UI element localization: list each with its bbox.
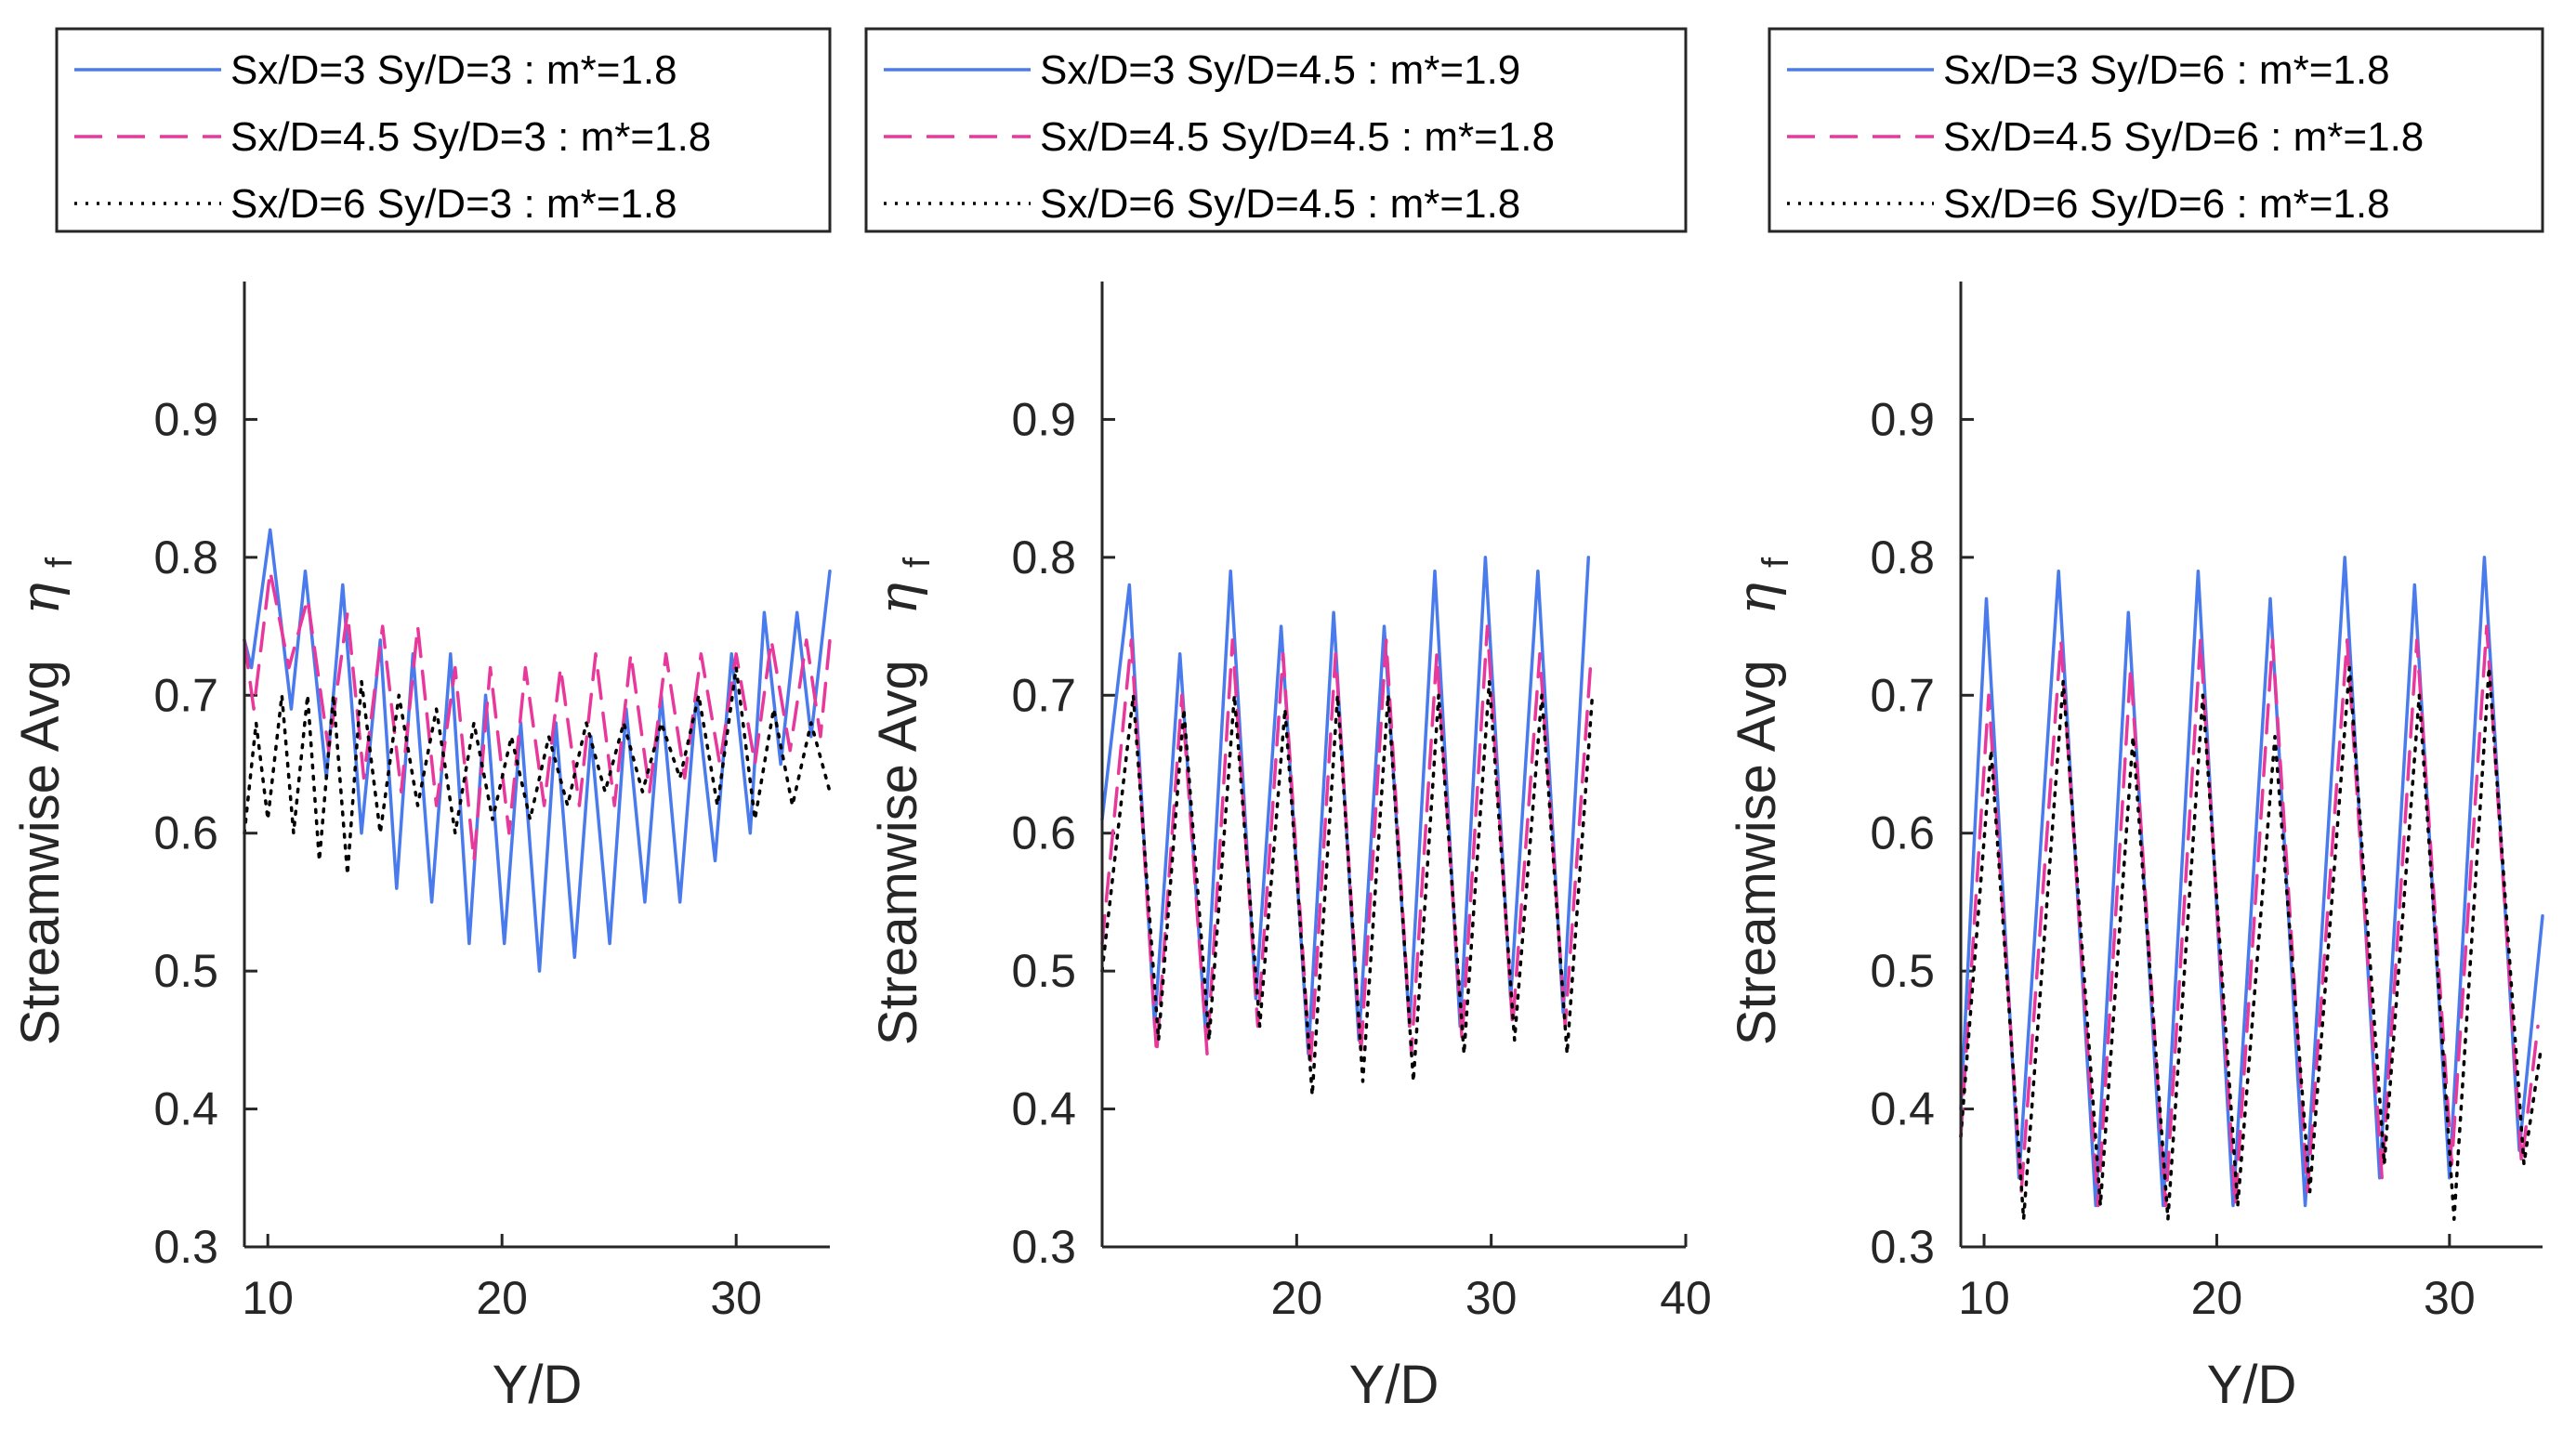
y-tick-label: 0.7 (153, 669, 218, 721)
y-tick-label: 0.5 (153, 945, 218, 997)
x-tick-label: 30 (1465, 1272, 1518, 1324)
x-tick-label: 30 (2424, 1272, 2476, 1324)
y-axis-label-text: Streamwise Avg (868, 660, 928, 1045)
y-axis-label-spacer (1727, 630, 1787, 645)
legend-label-2: Sx/D=4.5 Sy/D=3 : m*=1.8 (230, 114, 711, 160)
y-tick-label: 0.4 (1011, 1083, 1076, 1135)
y-tick-label: 0.6 (1011, 807, 1076, 859)
y-tick-label: 0.8 (1870, 531, 1935, 583)
y-tick-label: 0.6 (153, 807, 218, 859)
y-tick-label: 0.4 (1870, 1083, 1935, 1135)
y-axis-label-text: Streamwise Avg (10, 660, 71, 1045)
x-tick-label: 10 (1958, 1272, 2010, 1324)
x-axis-label: Y/D (1349, 1355, 1439, 1415)
x-tick-label: 40 (1660, 1272, 1712, 1324)
y-tick-label: 0.9 (1870, 393, 1935, 445)
x-tick-label: 10 (242, 1272, 294, 1324)
legend-label-1: Sx/D=3 Sy/D=6 : m*=1.8 (1943, 47, 2390, 93)
legend-label-2: Sx/D=4.5 Sy/D=4.5 : m*=1.8 (1040, 114, 1555, 160)
legend-1: Sx/D=3 Sy/D=3 : m*=1.8 Sx/D=4.5 Sy/D=3 :… (55, 27, 832, 233)
y-tick-label: 0.8 (153, 531, 218, 583)
panel-1: Sx/D=3 Sy/D=3 : m*=1.8 Sx/D=4.5 Sy/D=3 :… (8, 27, 832, 1415)
y-axis-label-spacer (868, 630, 928, 645)
legend-label-3: Sx/D=6 Sy/D=3 : m*=1.8 (230, 181, 677, 227)
legend-label-2: Sx/D=4.5 Sy/D=6 : m*=1.8 (1943, 114, 2424, 160)
series-line-3 (1959, 665, 2543, 1222)
series-line-1 (243, 528, 832, 973)
eta-symbol: η (8, 583, 72, 615)
legend-label-1: Sx/D=3 Sy/D=3 : m*=1.8 (230, 47, 677, 93)
y-tick-label: 0.9 (153, 393, 218, 445)
y-tick-label: 0.5 (1011, 945, 1076, 997)
y-tick-label: 0.3 (1870, 1221, 1935, 1273)
x-tick-label: 30 (710, 1272, 762, 1324)
x-axis-label: Y/D (2207, 1355, 2297, 1415)
y-tick-label: 0.7 (1011, 669, 1076, 721)
y-ticks: 0.3 0.4 0.5 0.6 0.7 0.8 0.9 (1870, 393, 1974, 1273)
y-axis-label: Streamwise Avg η f (8, 557, 80, 1045)
y-tick-label: 0.4 (153, 1083, 218, 1135)
series-lines (243, 528, 832, 973)
legend-box (1768, 27, 2544, 233)
panel-2: Sx/D=3 Sy/D=4.5 : m*=1.9 Sx/D=4.5 Sy/D=4… (864, 27, 1712, 1415)
y-axis-label: Streamwise Avg η f (866, 557, 938, 1045)
x-axis-label: Y/D (493, 1355, 583, 1415)
y-tick-label: 0.3 (153, 1221, 218, 1273)
legend-box (864, 27, 1688, 233)
series-line-1 (1959, 556, 2544, 1208)
y-axis-label-spacer (10, 630, 71, 645)
y-ticks: 0.3 0.4 0.5 0.6 0.7 0.8 0.9 (1011, 393, 1115, 1273)
y-axis-label: Streamwise Avg η f (1725, 557, 1796, 1045)
x-tick-label: 20 (1271, 1272, 1323, 1324)
y-tick-label: 0.7 (1870, 669, 1935, 721)
x-tick-label: 20 (2191, 1272, 2243, 1324)
y-tick-label: 0.5 (1870, 945, 1935, 997)
x-ticks: 20 30 40 (1271, 1234, 1712, 1324)
y-tick-label: 0.8 (1011, 531, 1076, 583)
series-lines (1100, 556, 1595, 1097)
legend-3: Sx/D=3 Sy/D=6 : m*=1.8 Sx/D=4.5 Sy/D=6 :… (1768, 27, 2544, 233)
x-ticks: 10 20 30 (1958, 1234, 2476, 1324)
legend-label-3: Sx/D=6 Sy/D=6 : m*=1.8 (1943, 181, 2390, 227)
y-tick-label: 0.9 (1011, 393, 1076, 445)
x-ticks: 10 20 30 (242, 1234, 762, 1324)
eta-subscript: f (897, 557, 938, 568)
series-line-2 (243, 569, 832, 863)
eta-subscript: f (1755, 557, 1796, 568)
panel-3: Sx/D=3 Sy/D=6 : m*=1.8 Sx/D=4.5 Sy/D=6 :… (1725, 27, 2544, 1415)
x-tick-label: 20 (476, 1272, 528, 1324)
eta-symbol: η (1725, 583, 1788, 615)
eta-subscript: f (39, 557, 80, 568)
series-line-3 (243, 665, 832, 876)
legend-label-3: Sx/D=6 Sy/D=4.5 : m*=1.8 (1040, 181, 1520, 227)
legend-2: Sx/D=3 Sy/D=4.5 : m*=1.9 Sx/D=4.5 Sy/D=4… (864, 27, 1688, 233)
series-line-2 (1959, 624, 2540, 1208)
series-lines (1959, 556, 2544, 1222)
eta-symbol: η (866, 583, 929, 615)
y-tick-label: 0.3 (1011, 1221, 1076, 1273)
y-axis-label-text: Streamwise Avg (1727, 660, 1787, 1045)
y-ticks: 0.3 0.4 0.5 0.6 0.7 0.8 0.9 (153, 393, 257, 1273)
y-tick-label: 0.6 (1870, 807, 1935, 859)
legend-box (55, 27, 832, 233)
legend-label-1: Sx/D=3 Sy/D=4.5 : m*=1.9 (1040, 47, 1520, 93)
